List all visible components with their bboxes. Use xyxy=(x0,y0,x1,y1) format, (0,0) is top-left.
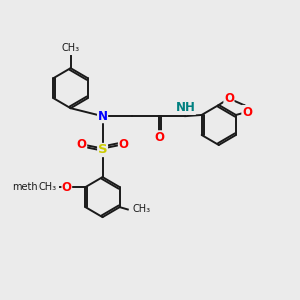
Text: CH₃: CH₃ xyxy=(38,182,56,192)
Text: O: O xyxy=(118,138,128,151)
Text: O: O xyxy=(76,138,87,151)
Text: O: O xyxy=(242,106,252,118)
Text: N: N xyxy=(98,110,108,123)
Text: O: O xyxy=(62,181,72,194)
Text: methoxy: methoxy xyxy=(13,182,55,192)
Text: CH₃: CH₃ xyxy=(61,43,80,53)
Text: O: O xyxy=(224,92,234,105)
Text: CH₃: CH₃ xyxy=(132,205,150,214)
Text: O: O xyxy=(154,131,164,144)
Text: NH: NH xyxy=(176,101,195,114)
Text: S: S xyxy=(98,143,107,157)
